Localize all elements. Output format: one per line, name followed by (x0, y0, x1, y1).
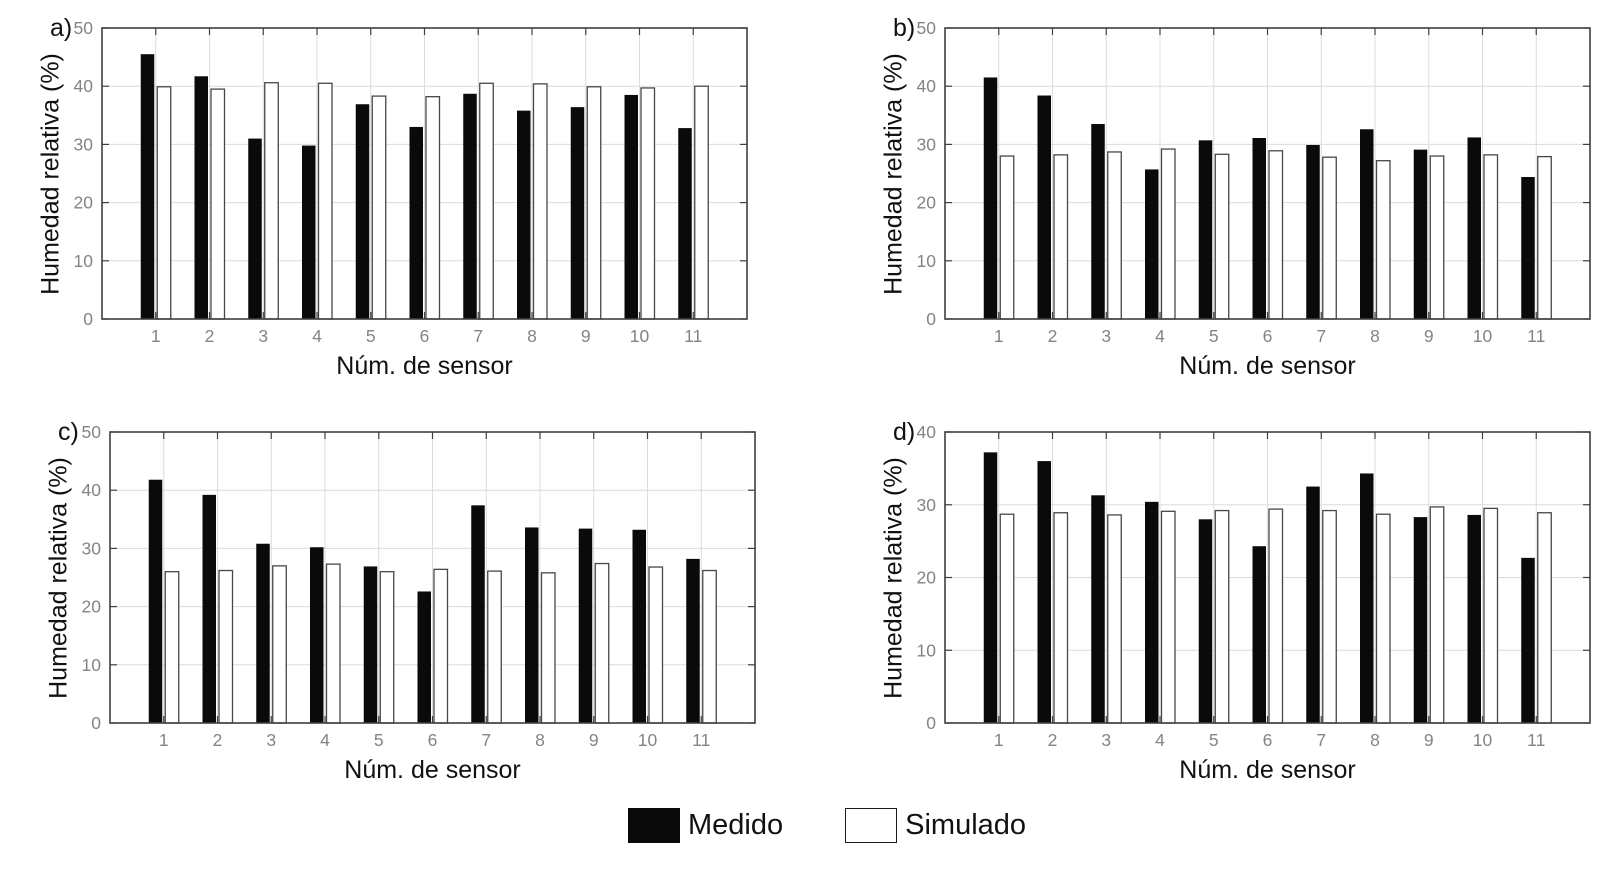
svg-text:2: 2 (1048, 326, 1058, 346)
chart-panel-b: b) Humedad relativa (%) 0 10 20 30 40 50 1 2 3 4 5… (873, 6, 1615, 396)
x-axis-label-c: Núm. de sensor (344, 756, 521, 784)
svg-text:2: 2 (205, 326, 215, 346)
svg-text:2: 2 (213, 730, 223, 750)
svg-text:11: 11 (1527, 326, 1545, 346)
chart-panel-d: d) Humedad relativa (%) 0 10 20 30 40 1 2 3 4 5 6 7… (873, 410, 1615, 800)
svg-text:10: 10 (1473, 326, 1493, 346)
panel-label-b: b) (893, 14, 916, 42)
plot-area-d: 0 10 20 30 40 1 2 3 4 5 6 7 8 9 10 11 (917, 422, 1591, 750)
svg-text:4: 4 (312, 326, 322, 346)
svg-text:20: 20 (917, 568, 937, 588)
svg-text:6: 6 (1263, 730, 1273, 750)
svg-text:0: 0 (91, 713, 101, 733)
svg-text:9: 9 (1424, 326, 1434, 346)
legend-label-simulado: Simulado (905, 809, 1027, 841)
chart-panel-c: c) Humedad relativa (%) 0 10 20 30 40 50 1 2 3 4 5… (38, 410, 780, 800)
svg-text:10: 10 (917, 640, 937, 660)
svg-text:6: 6 (428, 730, 438, 750)
x-axis-label-b: Núm. de sensor (1179, 352, 1356, 380)
svg-text:3: 3 (258, 326, 268, 346)
medido-swatch (628, 808, 680, 843)
svg-text:20: 20 (74, 193, 94, 213)
svg-text:0: 0 (926, 713, 936, 733)
svg-text:3: 3 (1101, 730, 1111, 750)
svg-text:4: 4 (1155, 326, 1165, 346)
svg-text:10: 10 (630, 326, 650, 346)
panel-label-a: a) (50, 14, 73, 42)
svg-text:8: 8 (535, 730, 545, 750)
svg-text:1: 1 (159, 730, 169, 750)
svg-text:50: 50 (82, 422, 102, 442)
chart-panel-a: a) Humedad relativa (%) 0 10 20 30 40 50 1 2 3 4 5… (30, 6, 772, 396)
svg-text:40: 40 (74, 76, 94, 96)
svg-text:10: 10 (638, 730, 658, 750)
svg-text:4: 4 (320, 730, 330, 750)
svg-text:11: 11 (692, 730, 710, 750)
plot-area-a: 0 10 20 30 40 50 1 2 3 4 5 6 7 8 9 10 11 (74, 18, 748, 346)
svg-text:10: 10 (1473, 730, 1493, 750)
svg-text:30: 30 (82, 538, 102, 558)
plot-area-c: 0 10 20 30 40 50 1 2 3 4 5 6 7 8 9 10 11 (82, 422, 756, 750)
svg-text:11: 11 (684, 326, 702, 346)
svg-text:10: 10 (82, 655, 102, 675)
svg-text:30: 30 (917, 495, 937, 515)
svg-text:20: 20 (917, 193, 937, 213)
svg-text:2: 2 (1048, 730, 1058, 750)
svg-text:11: 11 (1527, 730, 1545, 750)
x-axis-label-a: Núm. de sensor (336, 352, 513, 380)
panel-label-d: d) (893, 418, 916, 446)
svg-text:40: 40 (82, 480, 102, 500)
svg-text:10: 10 (74, 251, 94, 271)
svg-text:20: 20 (82, 597, 102, 617)
svg-text:5: 5 (1209, 730, 1219, 750)
svg-text:40: 40 (917, 76, 937, 96)
x-axis-label-d: Núm. de sensor (1179, 756, 1356, 784)
svg-text:6: 6 (1263, 326, 1273, 346)
svg-text:1: 1 (994, 326, 1004, 346)
svg-text:1: 1 (994, 730, 1004, 750)
simulado-swatch (845, 808, 898, 843)
svg-text:6: 6 (420, 326, 430, 346)
svg-text:5: 5 (1209, 326, 1219, 346)
svg-text:9: 9 (1424, 730, 1434, 750)
svg-text:0: 0 (83, 309, 93, 329)
legend-item-simulado: Simulado (845, 808, 1026, 843)
svg-text:3: 3 (266, 730, 276, 750)
svg-text:7: 7 (1316, 730, 1326, 750)
svg-text:7: 7 (1316, 326, 1326, 346)
svg-text:5: 5 (374, 730, 384, 750)
plot-area-b: 0 10 20 30 40 50 1 2 3 4 5 6 7 8 9 10 11 (917, 18, 1591, 346)
svg-text:40: 40 (917, 422, 937, 442)
legend: Medido Simulado (628, 808, 1026, 843)
legend-label-medido: Medido (688, 809, 784, 841)
svg-text:50: 50 (74, 18, 94, 38)
svg-text:9: 9 (581, 326, 591, 346)
svg-text:30: 30 (917, 134, 937, 154)
svg-text:8: 8 (1370, 730, 1380, 750)
svg-text:1: 1 (151, 326, 161, 346)
svg-text:4: 4 (1155, 730, 1165, 750)
svg-text:3: 3 (1101, 326, 1111, 346)
svg-text:5: 5 (366, 326, 376, 346)
svg-text:30: 30 (74, 134, 94, 154)
panel-label-c: c) (58, 418, 79, 446)
legend-item-medido: Medido (628, 808, 783, 843)
svg-text:7: 7 (473, 326, 483, 346)
svg-text:10: 10 (917, 251, 937, 271)
svg-text:8: 8 (527, 326, 537, 346)
svg-text:50: 50 (917, 18, 937, 38)
svg-text:8: 8 (1370, 326, 1380, 346)
svg-text:0: 0 (926, 309, 936, 329)
svg-text:7: 7 (481, 730, 491, 750)
svg-text:9: 9 (589, 730, 599, 750)
